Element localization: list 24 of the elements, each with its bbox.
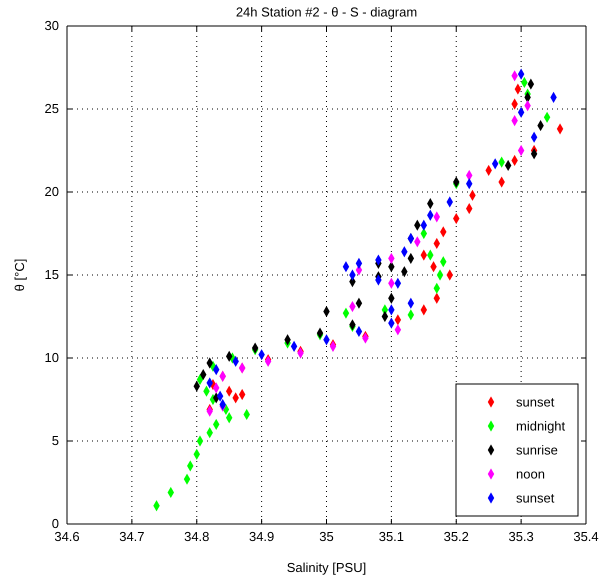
y-tick-label: 30 [44,18,59,34]
legend-label: sunrise [516,442,558,458]
y-axis-title: θ [°C] [12,258,27,292]
legend-label: midnight [516,418,566,434]
x-tick-label: 34.9 [248,529,274,544]
x-tick-label: 35 [319,529,334,544]
y-tick-label: 10 [44,350,59,366]
x-tick-label: 34.8 [184,529,210,544]
x-tick-label: 34.6 [54,529,80,544]
y-tick-label: 0 [52,516,59,532]
x-tick-label: 35.2 [444,529,469,544]
x-tick-label: 35.4 [573,529,599,544]
x-tick-label: 35.3 [508,529,534,544]
x-tick-label: 34.7 [119,529,145,544]
legend-label: noon [516,466,545,482]
y-tick-label: 15 [44,267,59,282]
x-tick-label: 35.1 [378,529,404,544]
y-tick-label: 20 [44,184,59,200]
x-axis-title: Salinity [PSU] [286,560,366,575]
legend-label: sunset [516,394,555,410]
y-tick-label: 5 [52,433,59,448]
y-tick-label: 25 [44,101,59,116]
chart-title: 24h Station #2 - θ - S - diagram [236,4,418,20]
legend-label: sunset [516,490,555,506]
